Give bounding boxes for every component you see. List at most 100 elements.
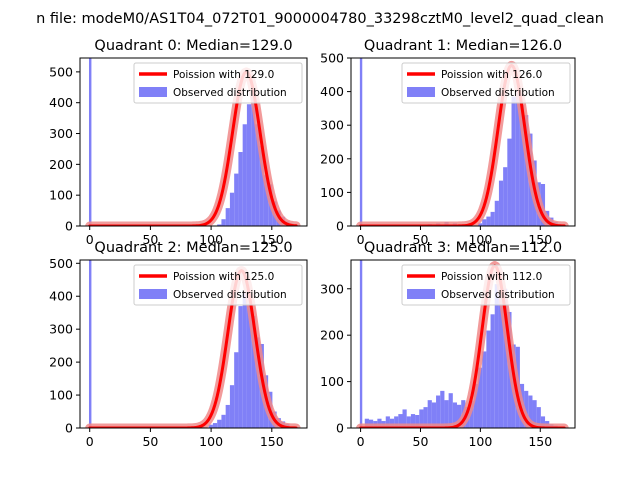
q0-hist-bar: [251, 96, 256, 226]
q3-hist-bar: [436, 395, 441, 428]
q1-hist-bar: [503, 167, 508, 226]
q0-legend-box: [133, 62, 303, 104]
q2-hist-bar: [246, 304, 252, 428]
q3-x-tick-label: 50: [413, 434, 429, 449]
q1-hist-bar: [498, 180, 504, 226]
q3-hist-bar: [482, 351, 487, 428]
q1-y-tick-label: 200: [320, 151, 344, 166]
q3-hist-bar: [528, 395, 533, 428]
q3-hist-bar: [457, 404, 462, 428]
q2-legend-observed-swatch: [139, 289, 167, 299]
q0-hist-bar: [263, 175, 269, 226]
q2-hist-bar: [255, 337, 260, 428]
q2-x-tick-label: 0: [86, 434, 94, 449]
q0-y-tick-label: 200: [49, 157, 73, 172]
q2-y-tick-label: 0: [65, 421, 73, 436]
q0-y-tick-label: 400: [49, 95, 73, 110]
q2-panel: 0 50 100 150 0 100 200 300 400 500 Poission with 1…: [49, 240, 308, 449]
q2-legend-poisson-label: Poission with 125.0: [173, 271, 274, 283]
q2-x-tick-label: 150: [260, 434, 284, 449]
q0-hist-bar: [255, 124, 260, 226]
q3-hist-bar: [524, 390, 529, 428]
q2-title: Quadrant 2: Median=125.0: [94, 240, 292, 256]
q0-legend-observed-label: Observed distribution: [173, 87, 287, 99]
q2-hist-bar: [208, 424, 213, 428]
q3-hist-bar: [427, 400, 432, 428]
q2-axes-frame: [79, 259, 308, 429]
q3-hist-bar: [494, 284, 499, 428]
q3-legend-box: [401, 264, 571, 306]
q1-hist-bar: [477, 223, 483, 226]
q3-hist-bar: [410, 414, 416, 428]
q1-axes-frame: [350, 57, 576, 227]
q3-hist-bar: [469, 401, 474, 428]
q1-zero-bin-bar: [359, 58, 363, 226]
q3-hist-bar: [431, 402, 437, 428]
q0-hist-bar: [246, 104, 252, 226]
q3-x-tick-label: 150: [528, 434, 552, 449]
q3-hist-bar: [490, 314, 495, 428]
q1-legend-observed-swatch: [407, 87, 435, 97]
q3-hist-bar: [477, 367, 483, 428]
q3-hist-bar: [419, 409, 424, 428]
q0-hist-bar: [242, 124, 247, 226]
q2-hist-bar: [212, 423, 218, 428]
q0-x-tick-label: 100: [199, 232, 223, 247]
q0-panel: Quadrant 0: Median=129.0 0 50 100 150 0 100 200…: [49, 38, 308, 247]
q0-hist-bar: [234, 173, 239, 226]
q0-x-tick-label: 50: [142, 232, 158, 247]
q3-y-tick-label: 100: [320, 374, 344, 389]
q0-y-tick-label: 0: [65, 219, 73, 234]
q3-y-tick-label: 0: [336, 421, 344, 436]
q2-hist-bar: [217, 419, 222, 428]
q1-y-tick-label: 300: [320, 118, 344, 133]
q1-legend: Poission with 126.0 Observed distribution: [401, 62, 571, 104]
q1-x-tick-label: 50: [413, 232, 429, 247]
q3-hist-bar: [540, 416, 546, 428]
q2-legend-box: [133, 264, 303, 306]
q3-hist-bar: [394, 416, 399, 428]
q3-hist-bar: [364, 418, 369, 428]
q0-legend: Poission with 129.0 Observed distribution: [133, 62, 303, 104]
q3-legend-observed-swatch: [407, 289, 435, 299]
q2-x-tick-label: 100: [199, 434, 223, 449]
q3-hist-bar: [402, 409, 407, 428]
q2-y-tick-label: 400: [49, 289, 73, 304]
q1-y-tick-label: 100: [320, 185, 344, 200]
q2-legend: Poission with 125.0 Observed distribution: [133, 264, 303, 306]
q1-hist-bar: [482, 219, 487, 226]
q3-y-tick-label: 200: [320, 328, 344, 343]
q1-hist-bar: [507, 138, 512, 226]
q3-x-tick-label: 100: [468, 434, 492, 449]
figure-suptitle: n file: modeM0/AS1T04_072T01_9000004780_…: [36, 11, 604, 27]
q3-axes-frame: [350, 259, 576, 429]
q2-legend-observed-label: Observed distribution: [173, 289, 287, 301]
q1-y-tick-label: 0: [336, 219, 344, 234]
q3-hist-bar: [498, 295, 504, 428]
q2-y-tick-label: 500: [49, 256, 73, 271]
q2-y-tick-label: 300: [49, 322, 73, 337]
q3-hist-bar: [398, 414, 403, 428]
q3-hist-bar: [389, 418, 395, 428]
q1-hist-bar: [524, 115, 529, 226]
q1-legend-poisson-label: Poission with 126.0: [441, 69, 542, 81]
q1-x-tick-label: 0: [357, 232, 365, 247]
q2-y-tick-label: 100: [49, 388, 73, 403]
q1-x-tick-label: 150: [528, 232, 552, 247]
q0-y-tick-label: 300: [49, 126, 73, 141]
q2-hist-bar: [225, 404, 230, 428]
q0-hist-bar: [229, 192, 235, 226]
q3-hist-bar: [532, 400, 537, 428]
q1-legend-observed-label: Observed distribution: [441, 87, 555, 99]
q3-legend-observed-label: Observed distribution: [441, 289, 555, 301]
q2-hist-bar: [229, 385, 235, 428]
q3-hist-bar: [452, 402, 458, 428]
q3-hist-bar: [503, 288, 508, 428]
q2-y-tick-label: 200: [49, 355, 73, 370]
q1-hist-bar: [494, 200, 499, 226]
q1-y-tick-label: 400: [320, 84, 344, 99]
q1-hist-bar: [490, 211, 495, 226]
q1-hist-bar: [515, 91, 520, 226]
q2-hist-bar: [242, 292, 247, 428]
